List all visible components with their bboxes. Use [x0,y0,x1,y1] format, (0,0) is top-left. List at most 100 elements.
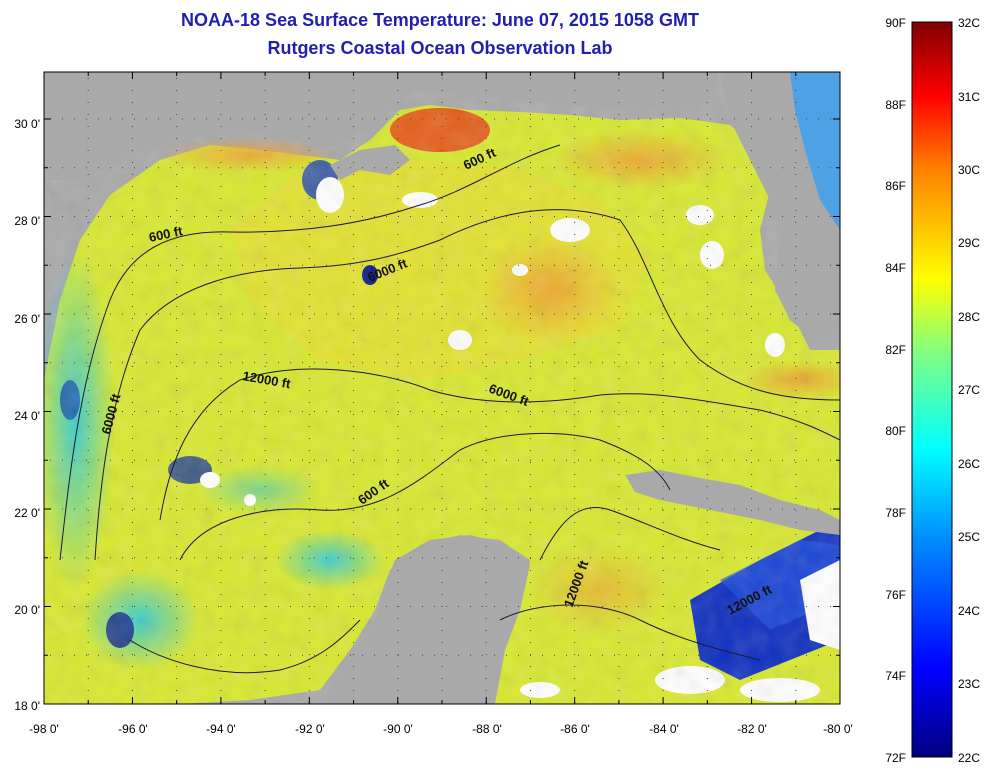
graticule-dot [176,114,178,115]
graticule-dot [794,167,795,169]
graticule-dot [662,216,663,217]
graticule-dot [122,313,123,315]
graticule-dot [434,216,435,217]
graticule-dot [434,606,435,607]
graticule-dot [794,118,795,120]
graticule-dot [397,198,399,199]
graticule-dot [302,362,303,364]
graticule-dot [397,450,399,451]
graticule-dot [170,216,171,217]
graticule-dot [710,411,711,412]
graticule-dot [734,557,735,559]
graticule-dot [218,557,219,559]
graticule-dot [254,118,255,120]
graticule-dot [220,486,222,487]
graticule-dot [638,313,639,315]
graticule-dot [441,594,443,595]
graticule-dot [795,546,797,547]
graticule-dot [485,198,487,199]
colorbar-fahrenheit-labels: 90F 88F 86F 84F 82F 80F 78F 76F 74F 72F [885,16,906,765]
graticule-dot [441,474,443,475]
graticule-dot [350,459,351,461]
graticule-dot [374,557,375,559]
graticule-dot [353,198,355,199]
graticule-dot [338,313,339,315]
graticule-dot [706,282,708,283]
lon-label: -92 0' [295,722,325,736]
graticule-dot [614,167,615,169]
graticule-dot [362,264,363,266]
graticule-dot [566,654,567,656]
graticule-dot [278,167,279,169]
f-label: 76F [885,588,906,602]
graticule-dot [795,378,797,379]
graticule-dot [264,258,266,259]
graticule-dot [218,411,219,412]
graticule-dot [146,606,147,607]
graticule-dot [710,216,711,217]
graticule-dot [350,313,351,315]
graticule-dot [353,138,355,139]
graticule-dot [290,216,291,217]
graticule-dot [353,690,355,691]
graticule-dot [441,678,443,679]
graticule-dot [353,414,355,415]
graticule-dot [146,557,147,559]
graticule-dot [751,378,753,379]
graticule-dot [264,354,266,355]
graticule-dot [746,606,747,607]
graticule-dot [62,264,63,266]
graticule-dot [485,474,487,475]
graticule-dot [650,118,651,120]
graticule-dot [131,642,133,643]
graticule-dot [410,508,411,510]
graticule-dot [734,606,735,607]
graticule-dot [662,606,663,607]
graticule-dot [422,167,423,169]
graticule-dot [806,459,807,461]
graticule-dot [422,411,423,412]
graticule-dot [242,654,243,656]
graticule-dot [397,606,399,607]
graticule-dot [706,258,708,259]
graticule-dot [602,606,603,607]
graticule-dot [254,264,255,266]
graticule-dot [170,313,171,315]
graticule-dot [795,114,797,115]
graticule-dot [131,402,133,403]
graticule-dot [87,522,89,523]
graticule-dot [314,264,315,266]
graticule-dot [434,508,435,510]
graticule-dot [618,318,620,319]
graticule-dot [362,313,363,315]
graticule-dot [290,606,291,607]
graticule-dot [110,557,111,559]
graticule-dot [353,150,355,151]
graticule-dot [458,508,459,510]
graticule-dot [706,138,708,139]
graticule-dot [529,402,531,403]
graticule-dot [122,264,123,266]
graticule-dot [794,654,795,656]
graticule-dot [397,438,399,439]
graticule-dot [485,402,487,403]
graticule-dot [542,216,543,217]
graticule-dot [87,234,89,235]
graticule-dot [518,411,519,412]
graticule-dot [242,557,243,559]
graticule-dot [751,462,753,463]
graticule-dot [131,510,133,511]
graticule-dot [397,90,399,91]
graticule-dot [751,498,753,499]
graticule-dot [734,216,735,217]
c-label: 28C [958,310,980,324]
lon-label: -80 0' [823,722,853,736]
graticule-dot [218,167,219,169]
graticule-dot [397,258,399,259]
lat-label: 20 0' [14,603,40,617]
graticule-dot [397,510,399,511]
graticule-dot [374,362,375,364]
graticule-dot [131,306,133,307]
graticule-dot [751,354,753,355]
